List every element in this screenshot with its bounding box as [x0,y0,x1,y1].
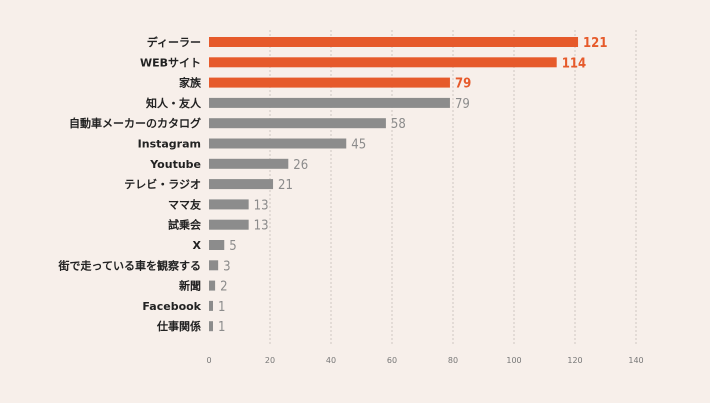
category-label-11: 街で走っている車を観察する [58,258,201,272]
value-label-10: 5 [229,239,236,254]
x-tick-label-100: 100 [506,356,521,365]
value-label-1: 114 [562,56,586,71]
bar-13 [209,300,213,311]
category-label-12: 新聞 [179,279,201,293]
x-tick-label-0: 0 [206,356,211,365]
x-axis-ticks: 0 20 40 60 80 100 120 140 [206,356,643,365]
category-label-6: Youtube [149,158,201,171]
value-label-8: 13 [254,198,269,213]
category-label-5: Instagram [138,138,201,151]
bar-10 [209,240,225,250]
category-label-14: 仕事関係 [156,319,201,333]
value-label-3: 79 [455,97,470,112]
bar-1 [209,57,557,68]
category-label-0: ディーラー [147,35,201,49]
category-label-1: WEBサイト [140,56,201,69]
value-label-12: 2 [220,280,227,295]
category-label-2: 家族 [179,76,202,90]
value-label-14: 1 [218,320,225,335]
bar-2 [209,77,450,88]
value-label-2: 79 [455,77,471,92]
value-label-4: 58 [391,117,406,132]
value-label-0: 121 [583,36,607,51]
bar-3 [209,97,450,108]
category-label-3: 知人・友人 [145,96,202,110]
bars [209,37,579,332]
x-tick-label-140: 140 [628,356,643,365]
x-tick-label-40: 40 [326,356,336,365]
value-label-7: 21 [278,178,293,193]
bar-7 [209,179,274,190]
x-tick-label-20: 20 [265,356,275,365]
value-label-5: 45 [351,138,366,153]
value-label-11: 3 [223,259,230,274]
bar-8 [209,199,249,210]
bar-5 [209,138,347,149]
x-tick-label-80: 80 [448,356,458,365]
bar-14 [209,321,213,332]
category-label-9: 試乗会 [168,218,202,232]
x-tick-label-60: 60 [387,356,397,365]
bar-9 [209,219,249,230]
category-label-13: Facebook [142,300,201,313]
value-label-9: 13 [254,219,269,234]
category-label-7: テレビ・ラジオ [124,177,201,191]
category-label-4: 自動車メーカーのカタログ [69,116,201,130]
bar-0 [209,37,579,47]
bar-12 [209,280,216,291]
category-label-8: ママ友 [168,197,201,211]
grid-lines [269,30,637,345]
value-label-13: 1 [218,300,225,315]
bar-6 [209,158,289,169]
bar-4 [209,118,386,129]
x-tick-label-120: 120 [567,356,582,365]
value-label-6: 26 [293,158,308,173]
bar-11 [209,260,219,271]
category-label-10: X [193,239,202,252]
